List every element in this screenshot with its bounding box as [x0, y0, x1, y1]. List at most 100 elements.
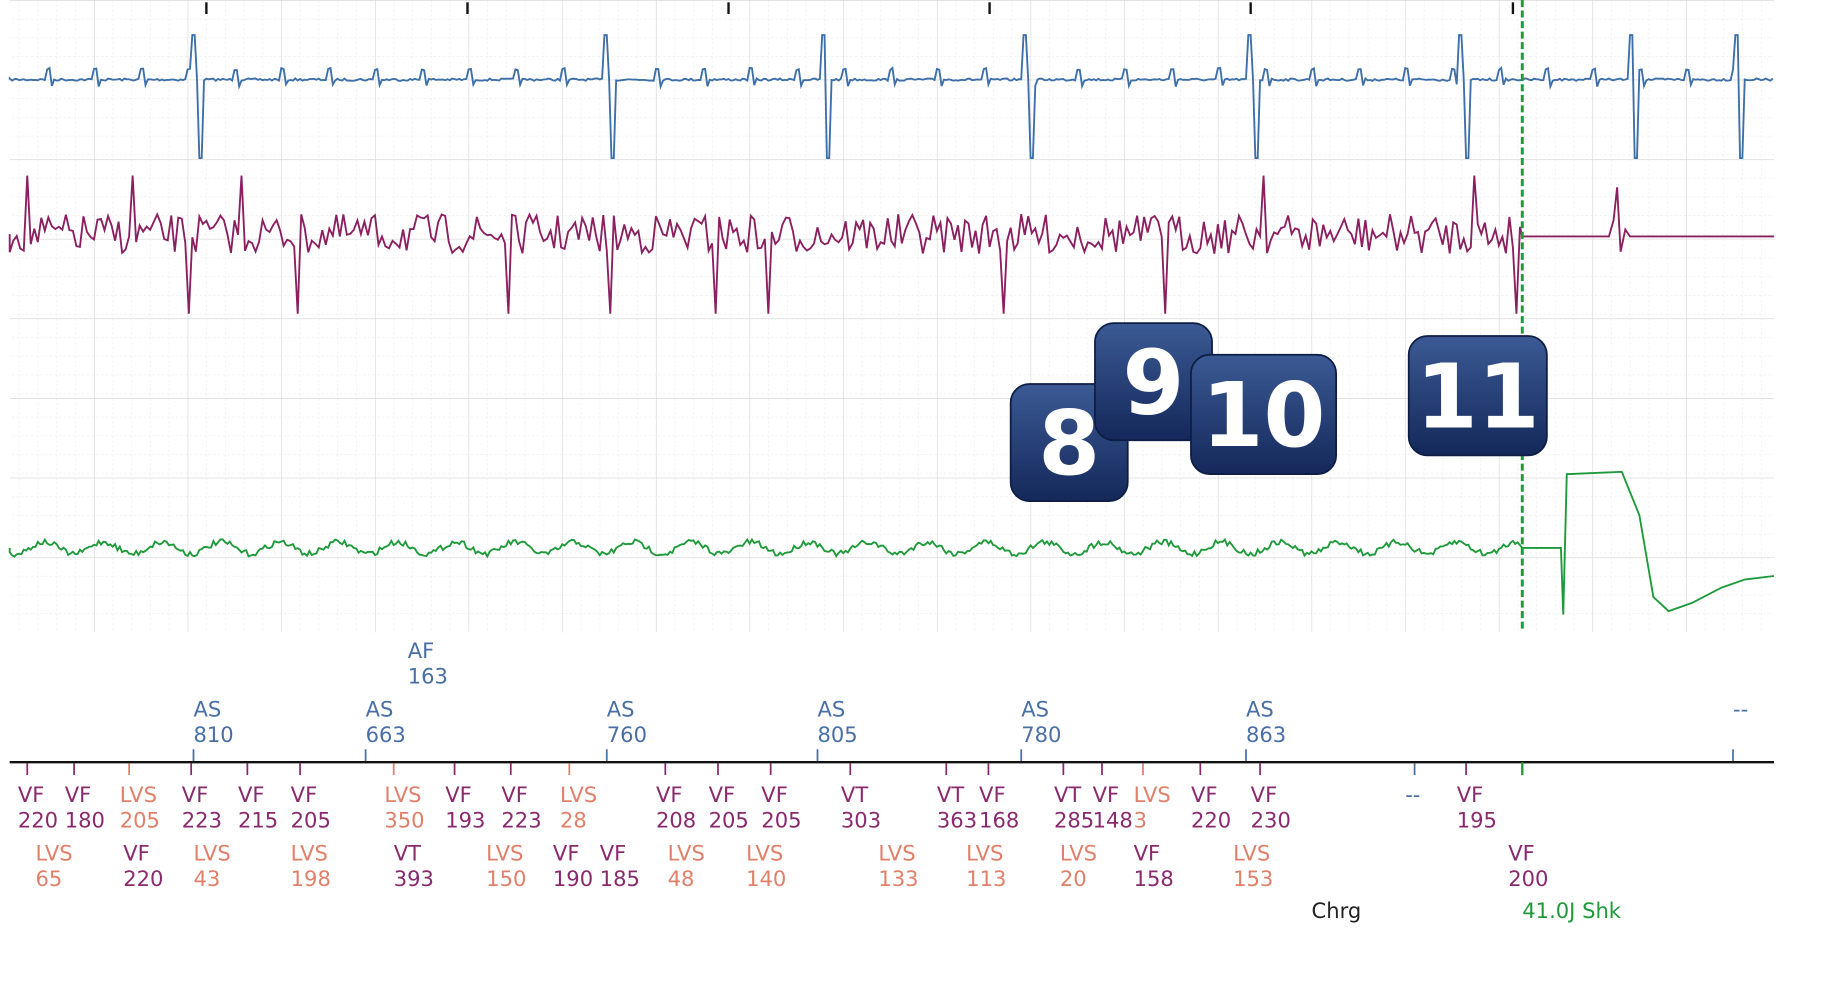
marker-interval: 163: [408, 664, 448, 689]
marker-interval: 28: [560, 808, 587, 833]
marker-label: AS: [1021, 696, 1049, 721]
marker-label: VF: [291, 782, 318, 807]
marker-interval: 215: [238, 808, 278, 833]
marker-interval: 223: [182, 808, 222, 833]
marker-label: LVS: [384, 782, 421, 807]
badges: 89 10 11: [1009, 322, 1548, 502]
marker-interval: 863: [1246, 722, 1286, 747]
marker-interval: 205: [761, 808, 801, 833]
marker-interval: 65: [35, 866, 62, 891]
marker-label: VF: [600, 840, 627, 865]
marker-interval: 780: [1021, 722, 1061, 747]
marker-interval: 158: [1134, 866, 1174, 891]
marker-label: VF: [123, 840, 150, 865]
marker-label: LVS: [35, 840, 72, 865]
lead-purple: [8, 175, 1774, 314]
marker-labels: AF163AS810AS663AS760AS805AS780AS863--VF2…: [18, 638, 1748, 923]
marker-interval: 810: [194, 722, 234, 747]
marker-interval: 200: [1508, 866, 1548, 891]
marker-interval: 205: [709, 808, 749, 833]
lead-green: [8, 470, 1775, 615]
marker-label: LVS: [1233, 840, 1270, 865]
marker-interval: 43: [194, 866, 221, 891]
marker-interval: 208: [656, 808, 696, 833]
marker-interval: 363: [937, 808, 977, 833]
marker-label: LVS: [1060, 840, 1097, 865]
marker-interval: 350: [384, 808, 424, 833]
marker-label: LVS: [486, 840, 523, 865]
marker-interval: 185: [600, 866, 640, 891]
marker-interval: 190: [553, 866, 593, 891]
marker-label: LVS: [120, 782, 157, 807]
marker-label: VF: [1093, 782, 1120, 807]
marker-label: LVS: [878, 840, 915, 865]
marker-interval: 285: [1054, 808, 1094, 833]
marker-label: LVS: [194, 840, 231, 865]
marker-interval: 48: [668, 866, 695, 891]
marker-interval: 3: [1134, 808, 1147, 833]
marker-label: VF: [1251, 782, 1278, 807]
marker-label: LVS: [1134, 782, 1171, 807]
badge-number: 10: [1202, 363, 1326, 467]
marker-label: AF: [408, 638, 435, 663]
marker-interval: 113: [966, 866, 1006, 891]
marker-label: VF: [182, 782, 209, 807]
waveforms: [8, 34, 1775, 615]
event-charge: Chrg: [1312, 898, 1362, 923]
grid: [9, 0, 1774, 633]
marker-label: VT: [394, 840, 421, 865]
marker-interval: 205: [120, 808, 160, 833]
marker-label: VF: [1191, 782, 1218, 807]
marker-interval: 198: [291, 866, 331, 891]
marker-interval: 663: [366, 722, 406, 747]
marker-interval: 760: [607, 722, 647, 747]
badge-number: 8: [1038, 391, 1100, 495]
marker-interval: 205: [291, 808, 331, 833]
marker-label: VF: [761, 782, 788, 807]
marker-label: AS: [1246, 696, 1274, 721]
marker-label: VF: [1134, 840, 1161, 865]
badge-number: 9: [1123, 330, 1185, 434]
marker-label: LVS: [966, 840, 1003, 865]
badge: [1407, 335, 1548, 457]
marker-label: LVS: [560, 782, 597, 807]
marker-interval: 220: [123, 866, 163, 891]
marker-interval: 180: [65, 808, 105, 833]
marker-interval: 220: [1191, 808, 1231, 833]
marker-interval: 148: [1093, 808, 1133, 833]
marker-label: AS: [607, 696, 635, 721]
marker-interval: 220: [18, 808, 58, 833]
marker-label: VF: [553, 840, 580, 865]
marker-label: AS: [366, 696, 394, 721]
marker-interval: 150: [486, 866, 526, 891]
marker-label: --: [1405, 782, 1420, 807]
marker-label: AS: [194, 696, 222, 721]
marker-interval: 393: [394, 866, 434, 891]
event-shock: 41.0J Shk: [1522, 898, 1622, 923]
badge-number: 11: [1416, 344, 1540, 448]
badge: [1190, 353, 1338, 476]
marker-label: VF: [445, 782, 472, 807]
marker-interval: 230: [1251, 808, 1291, 833]
marker-interval: 303: [841, 808, 881, 833]
marker-interval: 195: [1457, 808, 1497, 833]
marker-label: VF: [709, 782, 736, 807]
marker-label: VF: [1457, 782, 1484, 807]
marker-label: VF: [65, 782, 92, 807]
marker-label: VF: [501, 782, 528, 807]
marker-label: LVS: [291, 840, 328, 865]
marker-label: VF: [1508, 840, 1535, 865]
marker-label: VF: [18, 782, 45, 807]
marker-label: VT: [937, 782, 964, 807]
marker-label: VF: [979, 782, 1006, 807]
marker-label: AS: [818, 696, 846, 721]
marker-interval: 140: [746, 866, 786, 891]
marker-label: VT: [1054, 782, 1081, 807]
lead-blue: [8, 34, 1774, 159]
marker-interval: 153: [1233, 866, 1273, 891]
marker-label: LVS: [746, 840, 783, 865]
marker-interval: 20: [1060, 866, 1087, 891]
marker-label: VF: [656, 782, 683, 807]
marker-interval: 168: [979, 808, 1019, 833]
